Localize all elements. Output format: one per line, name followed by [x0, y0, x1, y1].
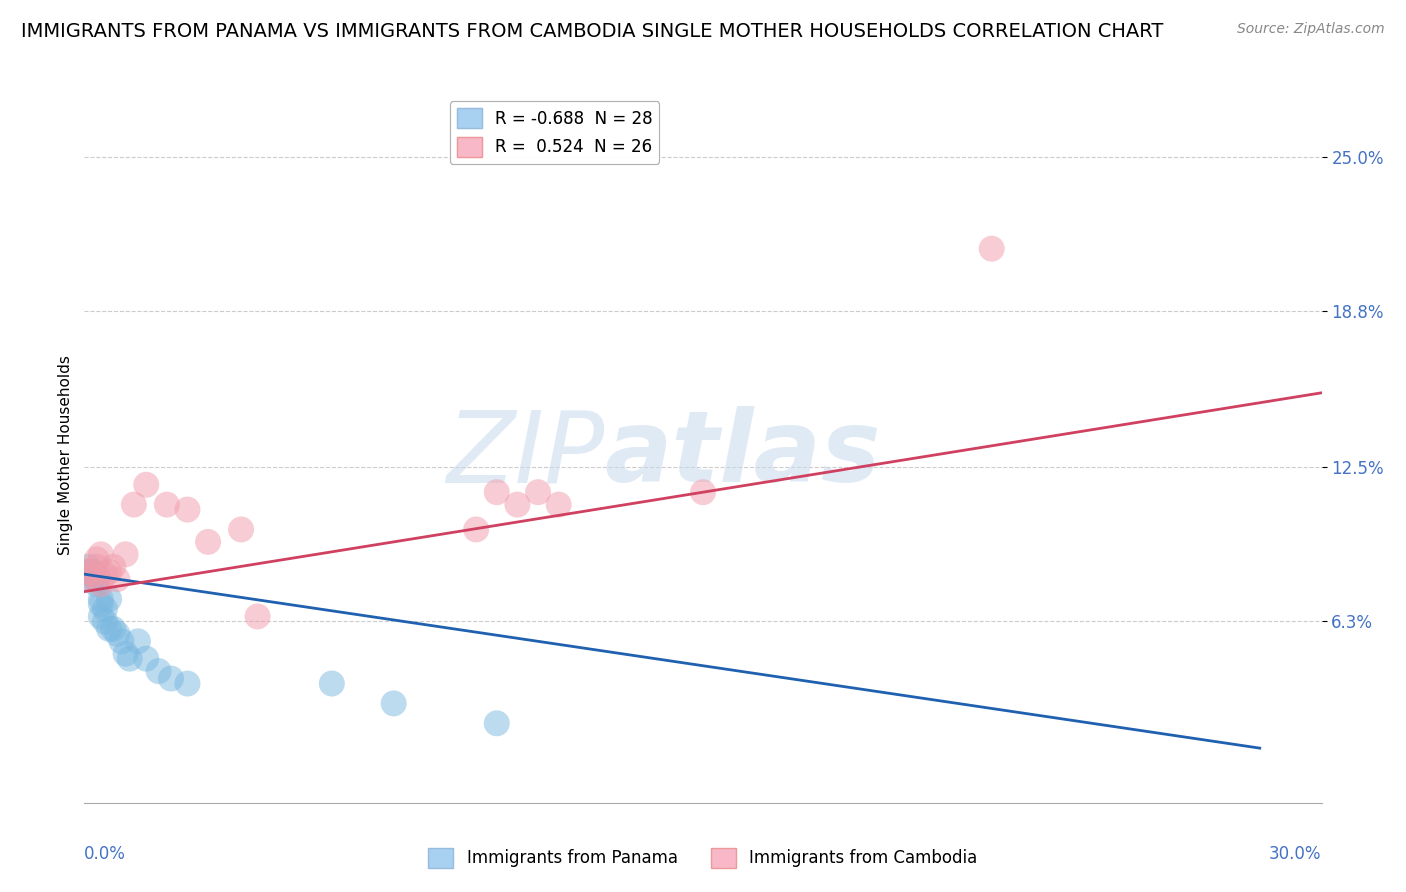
Point — [485, 716, 508, 731]
Text: IMMIGRANTS FROM PANAMA VS IMMIGRANTS FROM CAMBODIA SINGLE MOTHER HOUSEHOLDS CORR: IMMIGRANTS FROM PANAMA VS IMMIGRANTS FRO… — [21, 22, 1164, 41]
Point — [77, 572, 100, 586]
Point — [506, 498, 529, 512]
Point — [103, 622, 125, 636]
Point — [176, 502, 198, 516]
Point — [110, 634, 132, 648]
Point — [114, 647, 136, 661]
Point — [86, 567, 108, 582]
Point — [105, 627, 128, 641]
Text: 30.0%: 30.0% — [1270, 845, 1322, 863]
Point — [86, 552, 108, 566]
Text: 0.0%: 0.0% — [84, 845, 127, 863]
Point — [90, 609, 112, 624]
Point — [98, 565, 121, 579]
Point — [246, 609, 269, 624]
Point — [692, 485, 714, 500]
Point — [382, 697, 405, 711]
Point — [105, 572, 128, 586]
Point — [118, 651, 141, 665]
Legend: Immigrants from Panama, Immigrants from Cambodia: Immigrants from Panama, Immigrants from … — [422, 841, 984, 875]
Point — [86, 572, 108, 586]
Point — [156, 498, 179, 512]
Point — [980, 242, 1002, 256]
Point — [98, 622, 121, 636]
Point — [90, 597, 112, 611]
Point — [86, 559, 108, 574]
Point — [321, 676, 343, 690]
Text: atlas: atlas — [605, 407, 880, 503]
Point — [197, 534, 219, 549]
Point — [114, 547, 136, 561]
Point — [90, 592, 112, 607]
Point — [90, 547, 112, 561]
Legend: R = -0.688  N = 28, R =  0.524  N = 26: R = -0.688 N = 28, R = 0.524 N = 26 — [450, 102, 659, 164]
Point — [122, 498, 145, 512]
Point — [82, 565, 104, 579]
Text: ZIP: ZIP — [446, 407, 605, 503]
Point — [82, 567, 104, 582]
Y-axis label: Single Mother Households: Single Mother Households — [58, 355, 73, 555]
Point — [94, 602, 117, 616]
Point — [94, 615, 117, 629]
Point — [98, 592, 121, 607]
Point — [90, 577, 112, 591]
Point — [103, 559, 125, 574]
Point — [465, 523, 488, 537]
Point — [547, 498, 569, 512]
Point — [94, 567, 117, 582]
Point — [77, 565, 100, 579]
Text: Source: ZipAtlas.com: Source: ZipAtlas.com — [1237, 22, 1385, 37]
Point — [485, 485, 508, 500]
Point — [82, 572, 104, 586]
Point — [229, 523, 252, 537]
Point — [127, 634, 149, 648]
Point — [82, 567, 104, 582]
Point — [160, 672, 183, 686]
Point — [135, 651, 157, 665]
Point — [527, 485, 550, 500]
Point — [86, 577, 108, 591]
Point — [77, 565, 100, 579]
Point — [176, 676, 198, 690]
Point — [77, 559, 100, 574]
Point — [135, 477, 157, 491]
Point — [148, 664, 170, 678]
